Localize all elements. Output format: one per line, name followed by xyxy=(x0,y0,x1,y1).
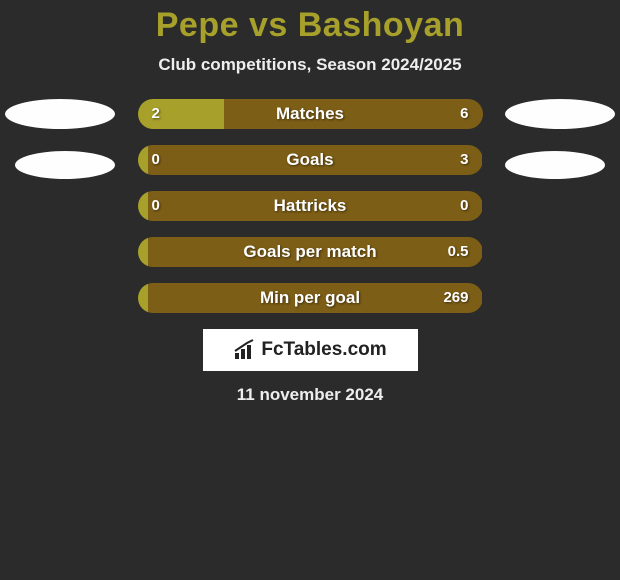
right-player-badge-1 xyxy=(505,99,615,129)
stat-bar-left-fill xyxy=(138,237,148,267)
stat-bar-right-fill xyxy=(148,237,483,267)
stat-bar-track xyxy=(138,191,483,221)
right-player-badge-2 xyxy=(505,151,605,179)
stat-bar-row: Matches26 xyxy=(138,99,483,129)
player-left-name: Pepe xyxy=(156,6,239,44)
stat-bar-right-fill xyxy=(148,283,483,313)
stat-bar-row: Hattricks00 xyxy=(138,191,483,221)
left-player-badge-1 xyxy=(5,99,115,129)
stat-bar-track xyxy=(138,237,483,267)
page-title: Pepe vs Bashoyan xyxy=(0,6,620,45)
vs-separator: vs xyxy=(249,6,288,44)
brand-logo-box: FcTables.com xyxy=(203,329,418,371)
stat-bar-row: Goals per match0.5 xyxy=(138,237,483,267)
stats-area: Matches26 Goals03 Hattricks00 Goals per mat… xyxy=(0,99,620,313)
left-player-badge-2 xyxy=(15,151,115,179)
comparison-infographic: Pepe vs Bashoyan Club competitions, Seas… xyxy=(0,0,620,405)
stat-bar-track xyxy=(138,283,483,313)
stat-bar-left-fill xyxy=(138,283,148,313)
stat-bar-row: Min per goal269 xyxy=(138,283,483,313)
brand-text: FcTables.com xyxy=(261,339,386,361)
stat-bar-right-fill xyxy=(148,191,483,221)
stat-bar-track xyxy=(138,99,483,129)
subtitle: Club competitions, Season 2024/2025 xyxy=(0,55,620,75)
stat-bars: Matches26 Goals03 Hattricks00 Goals per mat… xyxy=(138,99,483,313)
stat-bar-right-fill xyxy=(224,99,483,129)
stat-bar-right-fill xyxy=(148,145,483,175)
date-line: 11 november 2024 xyxy=(0,385,620,405)
stat-bar-track xyxy=(138,145,483,175)
stat-bar-row: Goals03 xyxy=(138,145,483,175)
stat-bar-left-fill xyxy=(138,145,148,175)
player-right-name: Bashoyan xyxy=(298,6,465,44)
chart-icon xyxy=(233,339,257,361)
stat-bar-left-fill xyxy=(138,191,148,221)
stat-bar-left-fill xyxy=(138,99,224,129)
